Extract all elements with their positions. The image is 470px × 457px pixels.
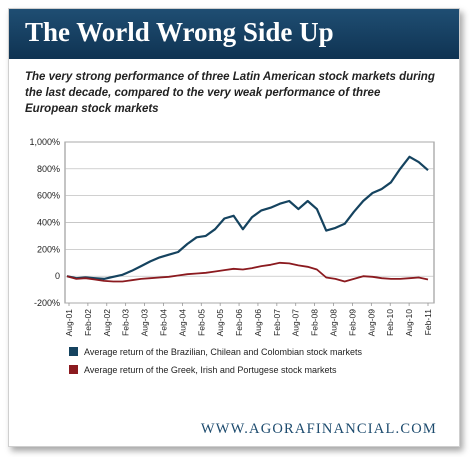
x-tick-label: Aug-06 <box>253 309 263 337</box>
legend-item-europe: Average return of the Greek, Irish and P… <box>69 364 336 376</box>
line-chart: -200% 0 200% 400% 600% 800% 1,000% Aug-01 Feb-02… <box>29 137 435 337</box>
x-tick-label: Feb-03 <box>121 309 131 336</box>
y-tick-label: 1,000% <box>29 137 60 147</box>
x-tick-label: Feb-08 <box>310 309 320 336</box>
x-tick-label: Aug-02 <box>102 309 112 337</box>
legend-swatch-latin <box>69 347 78 356</box>
series-line-europe <box>66 261 429 283</box>
x-tick-label: Aug-10 <box>404 309 414 337</box>
x-tick-label: Feb-07 <box>272 309 282 336</box>
y-tick-label: 600% <box>37 191 60 201</box>
footer-url: WWW.AGORAFINANCIAL.COM <box>200 421 437 437</box>
x-tick-label: Aug-03 <box>140 309 150 337</box>
chart-card: The World Wrong Side Up The very strong … <box>8 8 460 447</box>
x-tick-label: Aug-01 <box>64 309 74 337</box>
x-tick-label: Feb-10 <box>385 309 395 336</box>
x-tick-label: Aug-07 <box>291 309 301 337</box>
x-tick-label: Feb-02 <box>83 309 93 336</box>
legend-swatch-europe <box>69 365 78 374</box>
x-tick-label: Feb-04 <box>158 309 168 336</box>
y-tick-label: -200% <box>34 298 60 308</box>
legend-item-latin: Average return of the Brazilian, Chilean… <box>69 346 362 358</box>
chart-subtitle: The very strong performance of three Lat… <box>25 71 435 115</box>
x-tick-label: Feb-09 <box>347 309 357 336</box>
x-tick-label: Aug-08 <box>329 309 339 337</box>
x-tick-label: Feb-06 <box>234 309 244 336</box>
x-tick-label: Feb-05 <box>196 309 206 336</box>
x-tick-label: Aug-04 <box>177 309 187 337</box>
y-tick-label: 400% <box>37 218 60 228</box>
legend-label-latin: Average return of the Brazilian, Chilean… <box>84 347 362 357</box>
x-tick-label: Feb-11 <box>423 309 433 336</box>
page-title: The World Wrong Side Up <box>25 17 334 47</box>
title-bar: The World Wrong Side Up <box>9 9 459 59</box>
x-tick-label: Aug-05 <box>215 309 225 337</box>
y-tick-label: 200% <box>37 244 60 254</box>
legend-label-europe: Average return of the Greek, Irish and P… <box>84 365 337 375</box>
x-tick-label: Aug-09 <box>366 309 376 337</box>
y-tick-label: 0 <box>55 271 60 281</box>
series-line-latin <box>66 155 429 280</box>
y-tick-label: 800% <box>37 164 60 174</box>
